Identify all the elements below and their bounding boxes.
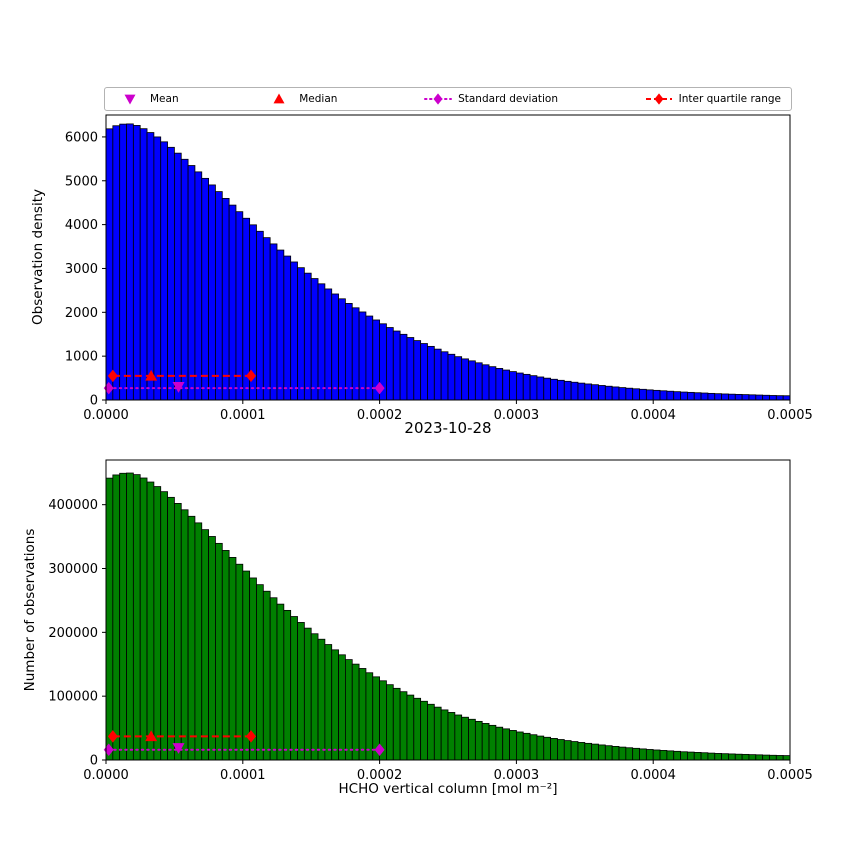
legend: Mean Median Standard deviation Inter qua…: [104, 87, 792, 111]
standard-deviation-marker-icon: [424, 93, 453, 105]
legend-item-mean: Mean: [115, 91, 179, 107]
svg-text:3000: 3000: [65, 262, 98, 277]
svg-text:0: 0: [90, 754, 98, 769]
inter-quartile-range-marker-icon: [645, 93, 672, 105]
svg-text:400000: 400000: [48, 498, 98, 513]
svg-text:100000: 100000: [48, 690, 98, 705]
legend-label-inter-quartile-range: Inter quartile range: [678, 93, 781, 105]
legend-label-mean: Mean: [150, 93, 179, 105]
svg-text:5000: 5000: [65, 174, 98, 189]
y-axis-label-top: Observation density: [30, 189, 46, 325]
svg-text:0.0000: 0.0000: [83, 768, 129, 783]
svg-text:0.0001: 0.0001: [220, 768, 266, 783]
svg-text:0.0002: 0.0002: [357, 408, 403, 423]
legend-label-standard-deviation: Standard deviation: [458, 93, 559, 105]
svg-text:0.0005: 0.0005: [767, 408, 813, 423]
svg-text:300000: 300000: [48, 562, 98, 577]
svg-text:0.0005: 0.0005: [767, 768, 813, 783]
svg-text:2000: 2000: [65, 306, 98, 321]
histogram-top: 0.0000 0.0001 0.0002 0.0003 0.0004 0.0005 0 100…: [65, 114, 813, 423]
histogram-bottom: 0.0000 0.0001 0.0002 0.0003 0.0004 0.0005 0 100…: [48, 459, 813, 783]
svg-text:200000: 200000: [48, 626, 98, 641]
svg-text:0.0002: 0.0002: [357, 768, 403, 783]
svg-text:0.0001: 0.0001: [220, 408, 266, 423]
legend-item-median: Median: [264, 91, 337, 107]
median-marker-icon: [273, 93, 285, 104]
svg-text:0.0004: 0.0004: [630, 408, 676, 423]
y-axis-label-bottom: Number of observations: [22, 528, 38, 692]
mean-marker-icon: [124, 94, 136, 105]
legend-item-inter-quartile-range: Inter quartile range: [644, 91, 781, 107]
svg-text:4000: 4000: [65, 218, 98, 233]
svg-text:0.0000: 0.0000: [83, 408, 129, 423]
legend-item-standard-deviation: Standard deviation: [423, 91, 558, 107]
svg-text:0: 0: [90, 394, 98, 409]
svg-text:0.0003: 0.0003: [494, 768, 540, 783]
svg-text:0.0003: 0.0003: [494, 408, 540, 423]
svg-text:6000: 6000: [65, 130, 98, 145]
legend-label-median: Median: [299, 93, 338, 105]
date-title: 2023-10-28: [404, 419, 492, 437]
svg-text:0.0004: 0.0004: [630, 768, 676, 783]
svg-text:1000: 1000: [65, 350, 98, 365]
x-axis-label: HCHO vertical column [mol m⁻²]: [338, 781, 558, 797]
